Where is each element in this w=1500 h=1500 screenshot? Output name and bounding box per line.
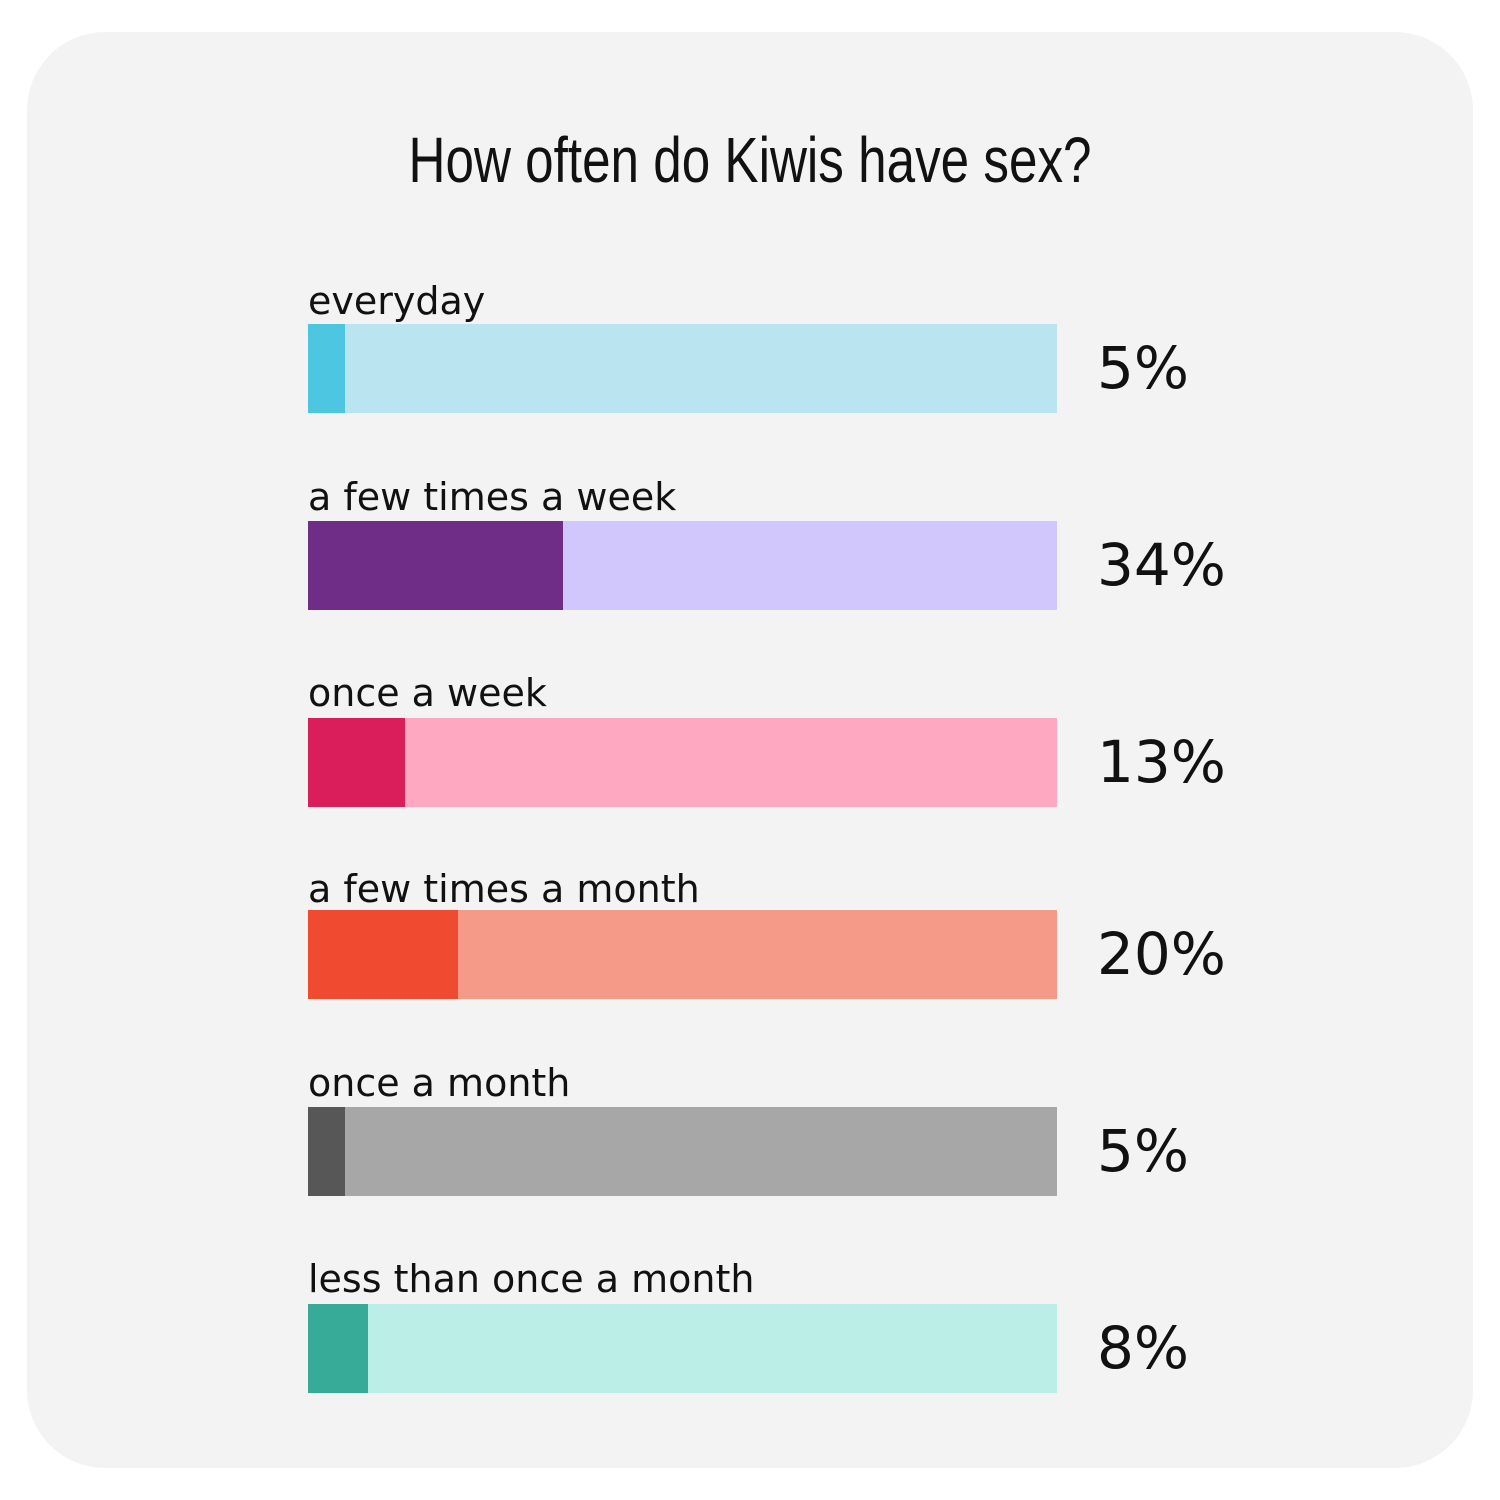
- bar-track-few-times-a-month: [308, 910, 1057, 999]
- category-label-less-than-once-a-month: less than once a month: [308, 1257, 755, 1301]
- bar-track-once-a-month: [308, 1107, 1057, 1196]
- bar-track-less-than-once-a-month: [308, 1304, 1057, 1393]
- value-label-few-times-a-month: 20%: [1097, 920, 1226, 988]
- value-label-once-a-week: 13%: [1097, 728, 1226, 796]
- category-label-everyday: everyday: [308, 279, 486, 323]
- value-label-once-a-month: 5%: [1097, 1117, 1190, 1185]
- bar-fill-less-than-once-a-month: [308, 1304, 368, 1393]
- category-label-few-times-a-week: a few times a week: [308, 475, 677, 519]
- category-label-few-times-a-month: a few times a month: [308, 867, 700, 911]
- bar-fill-once-a-week: [308, 718, 405, 807]
- bar-fill-everyday: [308, 324, 345, 413]
- bar-track-once-a-week: [308, 718, 1057, 807]
- bar-fill-once-a-month: [308, 1107, 345, 1196]
- value-label-everyday: 5%: [1097, 334, 1190, 402]
- value-label-few-times-a-week: 34%: [1097, 531, 1226, 599]
- value-label-less-than-once-a-month: 8%: [1097, 1314, 1190, 1382]
- bar-fill-few-times-a-week: [308, 521, 563, 610]
- category-label-once-a-week: once a week: [308, 671, 547, 715]
- chart-title: How often do Kiwis have sex?: [408, 124, 1092, 196]
- bar-fill-few-times-a-month: [308, 910, 458, 999]
- category-label-once-a-month: once a month: [308, 1061, 571, 1105]
- bar-track-few-times-a-week: [308, 521, 1057, 610]
- bar-track-everyday: [308, 324, 1057, 413]
